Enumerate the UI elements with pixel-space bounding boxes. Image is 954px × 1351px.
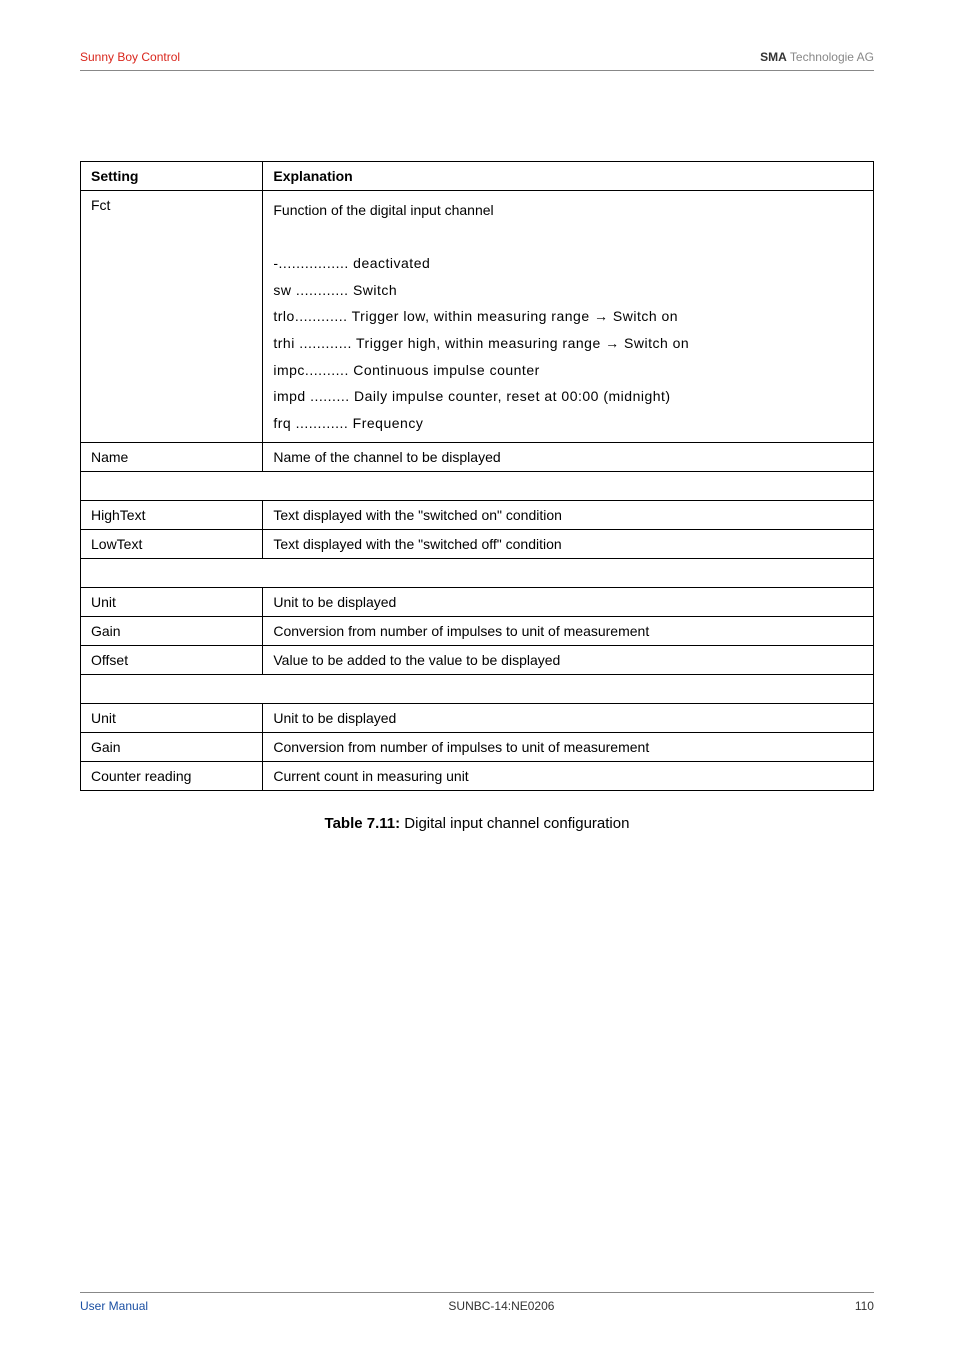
row-gain-2: Gain Conversion from number of impulses …	[81, 733, 874, 762]
cell-name-label: Name	[81, 443, 263, 472]
cell-lowtext-value: Text displayed with the "switched off" c…	[263, 530, 874, 559]
footer-right: 110	[855, 1299, 874, 1313]
header-brand-suffix: Technologie AG	[787, 50, 874, 64]
cell-hightext-label: HighText	[81, 501, 263, 530]
fct-deactivated: -................ deactivated	[273, 250, 863, 277]
blank-cell	[81, 675, 874, 704]
fct-blank-line	[273, 224, 863, 251]
blank-cell	[81, 559, 874, 588]
cell-offset-label: Offset	[81, 646, 263, 675]
blank-cell	[81, 472, 874, 501]
cell-unit1-label: Unit	[81, 588, 263, 617]
page-header: Sunny Boy Control SMA Technologie AG	[80, 50, 874, 64]
fct-impd: impd ......... Daily impulse counter, re…	[273, 383, 863, 410]
row-name: Name Name of the channel to be displayed	[81, 443, 874, 472]
arrow-icon: →	[594, 308, 609, 324]
fct-trhi: trhi ............ Trigger high, within m…	[273, 330, 863, 357]
fct-function-line: Function of the digital input channel	[273, 197, 863, 224]
row-gain-1: Gain Conversion from number of impulses …	[81, 617, 874, 646]
header-right: SMA Technologie AG	[760, 50, 874, 64]
footer-rule	[80, 1292, 874, 1293]
table-header-row: Setting Explanation	[81, 162, 874, 191]
cell-unit2-label: Unit	[81, 704, 263, 733]
row-unit-2: Unit Unit to be displayed	[81, 704, 874, 733]
header-left: Sunny Boy Control	[80, 50, 180, 64]
header-rule	[80, 70, 874, 71]
row-blank-3	[81, 675, 874, 704]
row-blank-1	[81, 472, 874, 501]
footer-row: User Manual SUNBC-14:NE0206 110	[80, 1299, 874, 1313]
cell-counter-value: Current count in measuring unit	[263, 762, 874, 791]
arrow-icon: →	[605, 335, 620, 351]
cell-gain1-value: Conversion from number of impulses to un…	[263, 617, 874, 646]
row-offset: Offset Value to be added to the value to…	[81, 646, 874, 675]
row-unit-1: Unit Unit to be displayed	[81, 588, 874, 617]
cell-counter-label: Counter reading	[81, 762, 263, 791]
fct-trlo-a: trlo............ Trigger low, within mea…	[273, 308, 594, 324]
cell-unit2-value: Unit to be displayed	[263, 704, 874, 733]
col-header-explanation: Explanation	[263, 162, 874, 191]
footer-center: SUNBC-14:NE0206	[448, 1299, 554, 1313]
fct-trhi-b: Switch on	[620, 335, 690, 351]
fct-frq: frq ............ Frequency	[273, 410, 863, 437]
cell-offset-value: Value to be added to the value to be dis…	[263, 646, 874, 675]
fct-trlo-b: Switch on	[609, 308, 679, 324]
row-fct: Fct Function of the digital input channe…	[81, 191, 874, 443]
row-blank-2	[81, 559, 874, 588]
caption-text: Digital input channel configuration	[400, 815, 629, 832]
footer-left: User Manual	[80, 1299, 148, 1313]
cell-gain1-label: Gain	[81, 617, 263, 646]
col-header-setting: Setting	[81, 162, 263, 191]
settings-table: Setting Explanation Fct Function of the …	[80, 161, 874, 791]
cell-fct-label: Fct	[81, 191, 263, 443]
cell-unit1-value: Unit to be displayed	[263, 588, 874, 617]
cell-fct-value: Function of the digital input channel -.…	[263, 191, 874, 443]
cell-name-value: Name of the channel to be displayed	[263, 443, 874, 472]
fct-trlo: trlo............ Trigger low, within mea…	[273, 303, 863, 330]
cell-lowtext-label: LowText	[81, 530, 263, 559]
table-caption: Table 7.11: Digital input channel config…	[80, 815, 874, 832]
fct-impc: impc.......... Continuous impulse counte…	[273, 357, 863, 384]
caption-bold: Table 7.11:	[325, 815, 401, 832]
cell-hightext-value: Text displayed with the "switched on" co…	[263, 501, 874, 530]
row-lowtext: LowText Text displayed with the "switche…	[81, 530, 874, 559]
row-counter: Counter reading Current count in measuri…	[81, 762, 874, 791]
row-hightext: HighText Text displayed with the "switch…	[81, 501, 874, 530]
cell-gain2-label: Gain	[81, 733, 263, 762]
fct-sw: sw ............ Switch	[273, 277, 863, 304]
header-brand: SMA	[760, 50, 787, 64]
cell-gain2-value: Conversion from number of impulses to un…	[263, 733, 874, 762]
fct-trhi-a: trhi ............ Trigger high, within m…	[273, 335, 605, 351]
page-footer: User Manual SUNBC-14:NE0206 110	[80, 1292, 874, 1313]
